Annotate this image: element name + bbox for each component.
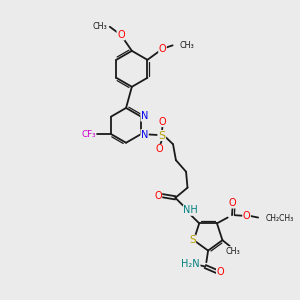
Text: H₂N: H₂N (182, 259, 200, 269)
Text: CH₃: CH₃ (179, 41, 194, 50)
Text: S: S (189, 235, 196, 245)
Text: N: N (141, 111, 148, 121)
Text: O: O (229, 198, 236, 208)
Text: O: O (243, 211, 250, 221)
Text: NH: NH (183, 205, 198, 215)
Text: CF₃: CF₃ (81, 130, 96, 139)
Text: O: O (117, 30, 125, 40)
Text: S: S (158, 130, 166, 140)
Text: O: O (217, 267, 224, 277)
Text: O: O (156, 144, 164, 154)
Text: N: N (141, 130, 148, 140)
Text: O: O (159, 117, 167, 127)
Text: O: O (154, 190, 162, 200)
Text: CH₃: CH₃ (92, 22, 107, 31)
Text: CH₂CH₃: CH₂CH₃ (266, 214, 294, 223)
Text: O: O (159, 44, 166, 54)
Text: CH₃: CH₃ (225, 247, 240, 256)
